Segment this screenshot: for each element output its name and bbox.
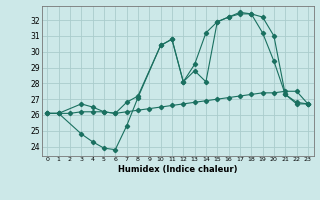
X-axis label: Humidex (Indice chaleur): Humidex (Indice chaleur) xyxy=(118,165,237,174)
